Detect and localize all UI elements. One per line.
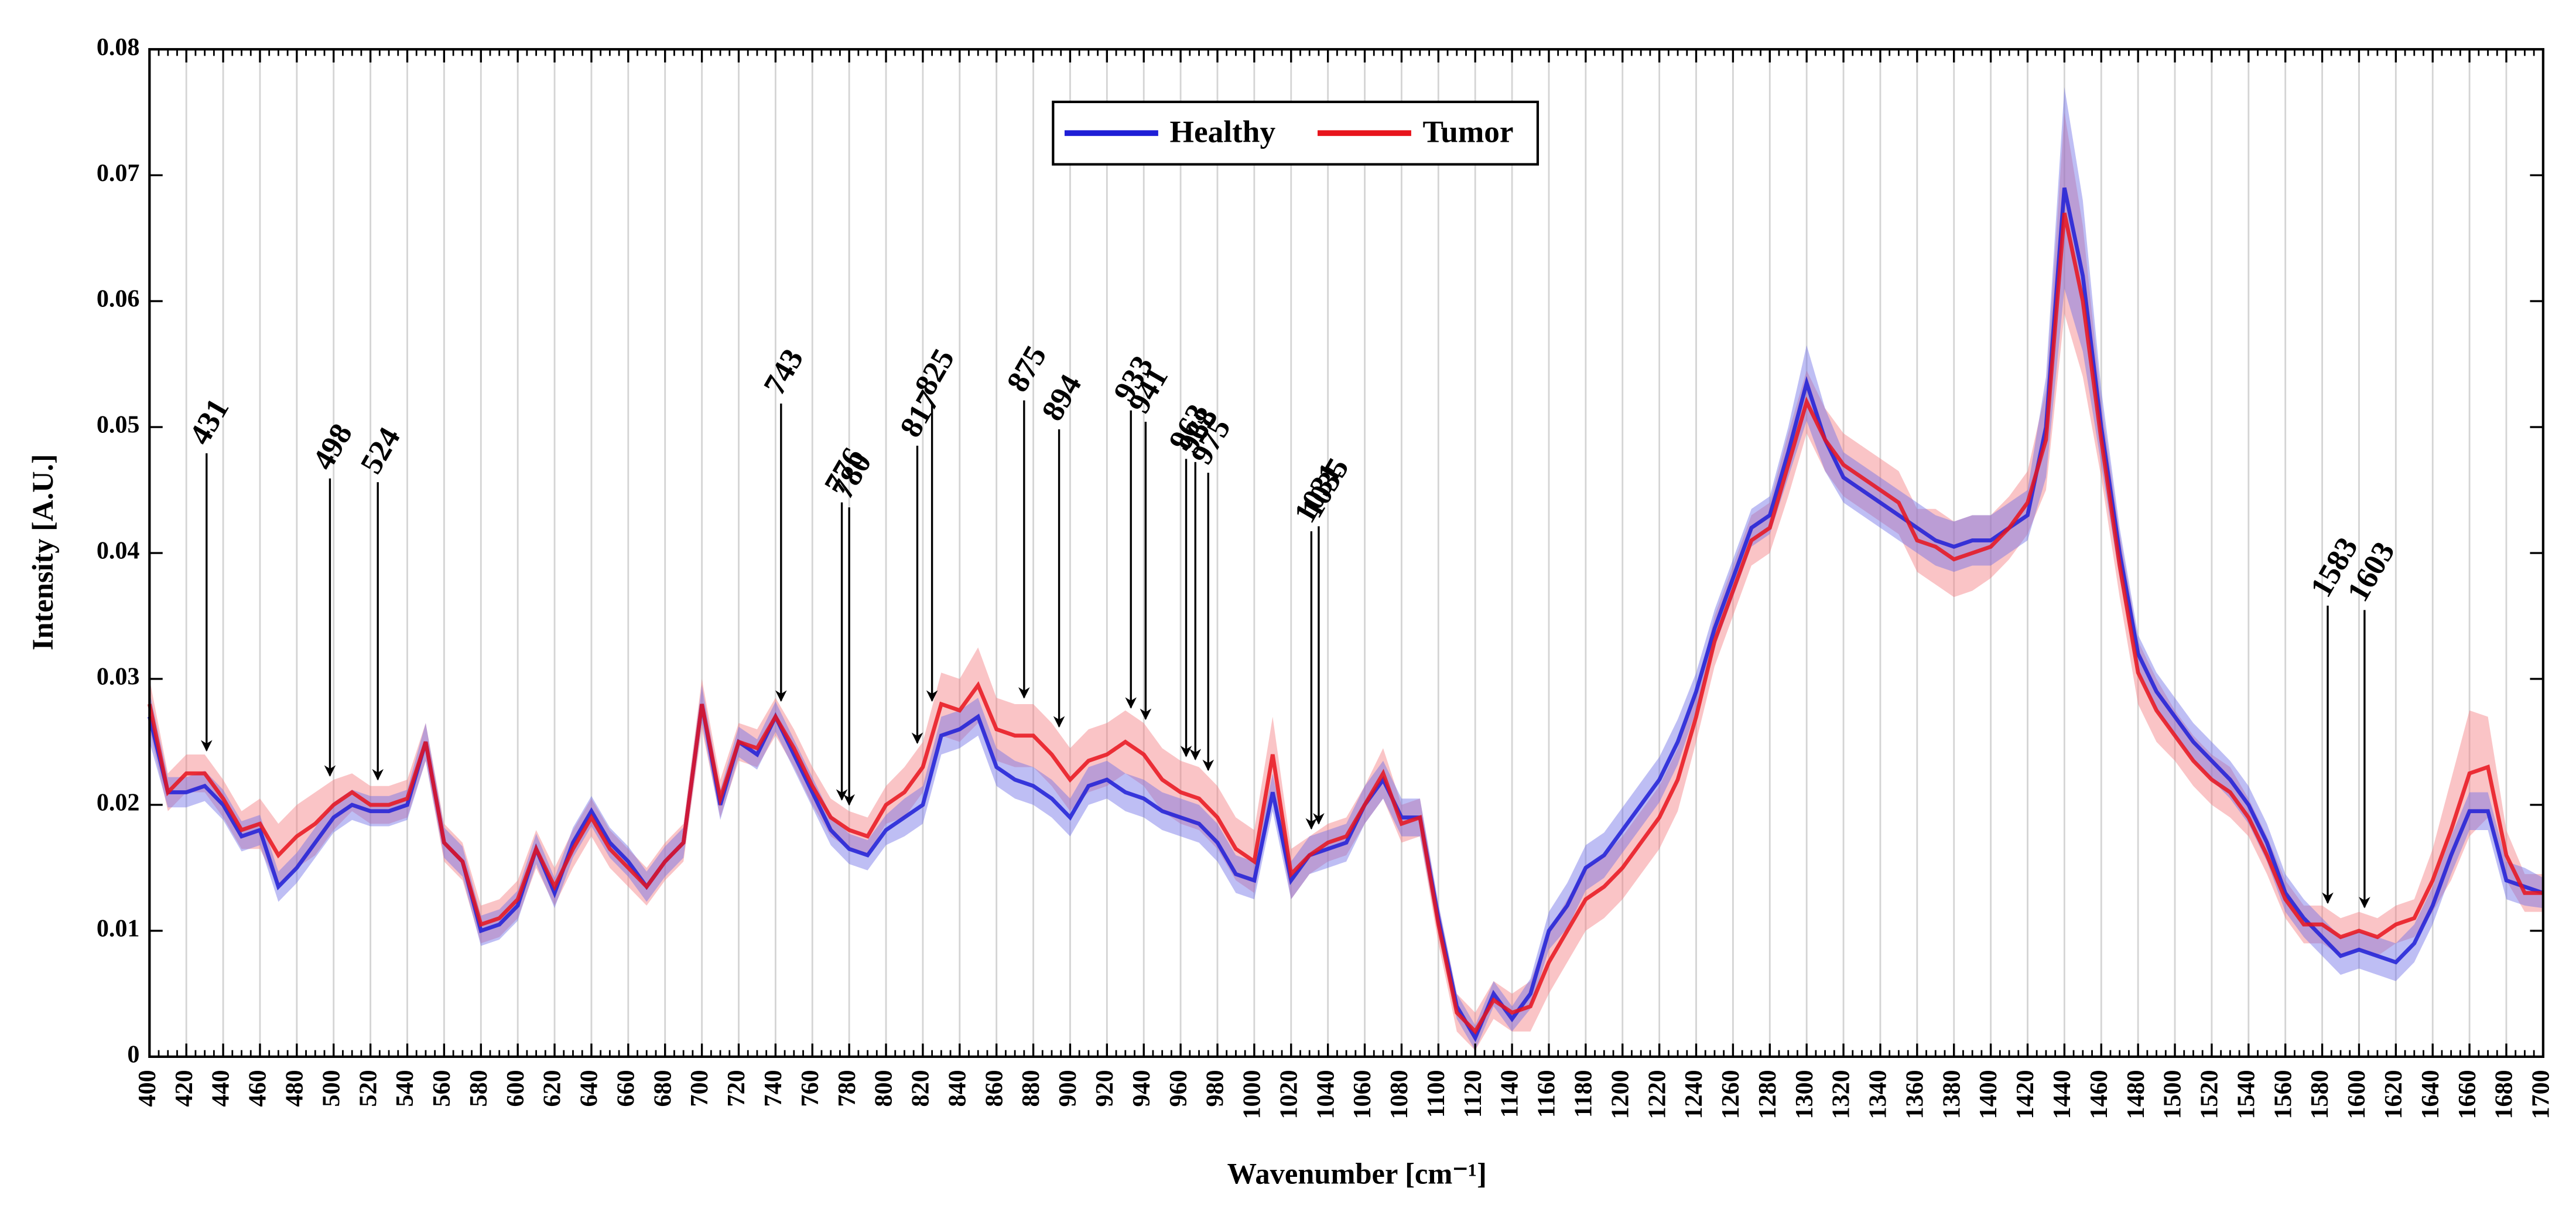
- x-tick-label: 680: [649, 1070, 676, 1107]
- x-tick-label: 1280: [1754, 1070, 1781, 1119]
- x-tick-label: 480: [281, 1070, 308, 1107]
- annotation-label: 743: [757, 343, 810, 401]
- x-tick-label: 1300: [1791, 1070, 1818, 1119]
- x-tick-label: 800: [871, 1070, 898, 1107]
- x-tick-label: 1560: [2270, 1070, 2297, 1119]
- y-tick-label: 0.08: [97, 34, 140, 61]
- x-tick-label: 1600: [2344, 1070, 2370, 1119]
- x-tick-label: 1200: [1607, 1070, 1634, 1119]
- x-tick-label: 760: [797, 1070, 824, 1107]
- x-tick-label: 1400: [1975, 1070, 2002, 1119]
- annotation-label: 431: [182, 392, 235, 450]
- x-tick-label: 1440: [2049, 1070, 2076, 1119]
- x-tick-label: 1100: [1423, 1070, 1450, 1118]
- error-band: [149, 87, 2543, 1051]
- x-tick-label: 620: [539, 1070, 566, 1107]
- x-tick-label: 940: [1128, 1070, 1155, 1107]
- annotation-label: 498: [306, 418, 359, 476]
- x-tick-label: 600: [502, 1070, 529, 1107]
- annotation-label: 875: [1000, 340, 1053, 398]
- x-tick-label: 660: [613, 1070, 639, 1107]
- y-tick-label: 0.02: [97, 790, 140, 817]
- x-tick-label: 820: [908, 1070, 935, 1107]
- x-tick-label: 420: [171, 1070, 198, 1107]
- x-tick-label: 1180: [1571, 1070, 1597, 1118]
- x-tick-label: 880: [1018, 1070, 1045, 1107]
- x-tick-label: 580: [466, 1070, 492, 1107]
- annotation-label: 524: [354, 422, 407, 480]
- x-tick-label: 700: [686, 1070, 713, 1107]
- x-tick-label: 1480: [2123, 1070, 2150, 1119]
- y-axis-label: Intensity [A.U.]: [26, 454, 59, 650]
- x-tick-label: 1680: [2491, 1070, 2518, 1119]
- x-tick-label: 540: [392, 1070, 419, 1107]
- x-tick-label: 500: [318, 1070, 345, 1107]
- x-tick-label: 1460: [2086, 1070, 2113, 1119]
- x-tick-label: 1320: [1828, 1070, 1855, 1119]
- x-tick-label: 1520: [2197, 1070, 2223, 1119]
- x-tick-label: 640: [576, 1070, 603, 1107]
- x-tick-label: 1620: [2380, 1070, 2407, 1119]
- y-tick-label: 0.01: [97, 916, 140, 943]
- x-tick-label: 840: [944, 1070, 971, 1107]
- x-tick-label: 1060: [1349, 1070, 1376, 1119]
- y-tick-label: 0: [127, 1042, 139, 1068]
- x-tick-label: 920: [1092, 1070, 1118, 1107]
- x-tick-label: 1220: [1644, 1070, 1671, 1119]
- x-tick-label: 1420: [2012, 1070, 2039, 1119]
- x-tick-label: 1580: [2307, 1070, 2334, 1119]
- y-tick-label: 0.07: [97, 160, 140, 187]
- x-tick-label: 1240: [1681, 1070, 1708, 1119]
- x-tick-label: 740: [760, 1070, 787, 1107]
- annotation-label: 894: [1035, 368, 1088, 426]
- x-tick-label: 1260: [1718, 1070, 1744, 1119]
- series-line: [148, 212, 2543, 1035]
- x-tick-label: 1120: [1460, 1070, 1487, 1118]
- x-tick-label: 1020: [1275, 1070, 1302, 1119]
- x-tick-label: 720: [723, 1070, 750, 1107]
- y-tick-label: 0.05: [97, 412, 140, 439]
- x-tick-label: 1360: [1901, 1070, 1928, 1119]
- x-tick-label: 860: [981, 1070, 1008, 1107]
- x-tick-label: 1000: [1239, 1070, 1266, 1119]
- x-tick-label: 460: [245, 1070, 272, 1107]
- x-tick-label: 1140: [1497, 1070, 1524, 1118]
- x-tick-label: 520: [355, 1070, 382, 1107]
- y-tick-label: 0.04: [97, 538, 140, 565]
- x-tick-label: 960: [1165, 1070, 1192, 1107]
- legend-label: Healthy: [1170, 114, 1276, 149]
- x-tick-label: 1700: [2528, 1070, 2555, 1119]
- x-tick-label: 560: [429, 1070, 456, 1107]
- x-tick-label: 1380: [1938, 1070, 1965, 1119]
- x-tick-label: 1500: [2160, 1070, 2187, 1119]
- y-tick-label: 0.03: [97, 664, 140, 691]
- x-tick-label: 400: [134, 1070, 161, 1107]
- x-tick-label: 1660: [2454, 1070, 2481, 1119]
- x-tick-label: 1160: [1534, 1070, 1561, 1118]
- legend: Healthy Tumor: [1052, 100, 1540, 166]
- x-tick-label: 1340: [1865, 1070, 1892, 1119]
- x-tick-label: 780: [834, 1070, 861, 1107]
- x-tick-label: 980: [1202, 1070, 1229, 1107]
- x-tick-label: 1640: [2417, 1070, 2444, 1119]
- x-tick-label: 1080: [1386, 1070, 1413, 1119]
- x-tick-label: 440: [208, 1070, 235, 1107]
- x-tick-label: 1540: [2233, 1070, 2260, 1119]
- y-tick-label: 0.06: [97, 286, 140, 313]
- x-axis-label: Wavenumber [cm⁻¹]: [1227, 1157, 1487, 1190]
- x-tick-label: 1040: [1312, 1070, 1339, 1119]
- x-tick-label: 900: [1055, 1070, 1082, 1107]
- legend-label: Tumor: [1423, 114, 1514, 149]
